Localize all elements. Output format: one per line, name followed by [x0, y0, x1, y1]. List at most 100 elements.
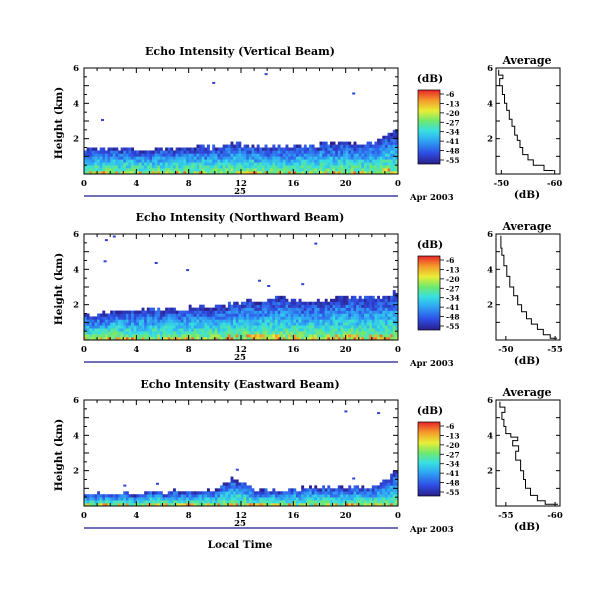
echo-cell: [120, 150, 124, 154]
echo-cell: [306, 301, 310, 305]
echo-cell: [343, 298, 346, 303]
echo-cell: [324, 168, 328, 172]
echo-cell: [322, 147, 326, 151]
echo-cell: [84, 313, 87, 317]
echo-cell: [115, 337, 119, 341]
echo-cell: [146, 491, 150, 495]
echo-cell: [293, 322, 297, 326]
echo-cell: [120, 337, 124, 341]
echo-cell: [227, 485, 231, 489]
echo-cell: [293, 313, 297, 317]
echo-cell: [332, 147, 336, 151]
echo-cell: [335, 331, 339, 335]
colorbar-tick-label: -6: [446, 90, 454, 99]
echo-cell: [395, 138, 399, 142]
echo-cell: [350, 488, 354, 492]
echo-cell: [322, 331, 326, 335]
echo-cell: [191, 168, 195, 172]
echo-cell: [379, 304, 383, 308]
echo-cell: [348, 168, 352, 172]
echo-cell: [301, 159, 305, 163]
echo-cell: [350, 147, 354, 151]
echo-cell: [382, 337, 386, 341]
echo-cell: [222, 144, 226, 148]
echo-cell: [86, 494, 90, 498]
echo-cell: [306, 147, 310, 151]
echo-cell: [159, 500, 163, 504]
echo-cell: [340, 500, 344, 504]
echo-cell: [363, 150, 367, 154]
echo-cell: [264, 503, 268, 507]
echo-cell: [222, 331, 226, 335]
echo-cell: [136, 503, 140, 507]
echo-cell: [382, 307, 386, 311]
echo-cell: [345, 313, 349, 317]
echo-cell: [159, 168, 163, 172]
echo-cell: [343, 322, 346, 326]
echo-cell: [162, 168, 166, 172]
echo-cell: [141, 171, 145, 175]
echo-cell: [170, 322, 174, 326]
echo-cell: [162, 316, 166, 320]
echo-cell: [225, 328, 229, 332]
echo-cell: [290, 165, 294, 169]
echo-cell: [369, 310, 373, 314]
echo-cell: [309, 153, 312, 157]
echo-cell: [384, 503, 388, 507]
echo-cell: [196, 168, 200, 172]
echo-cell: [358, 147, 362, 151]
echo-cell: [102, 165, 106, 169]
echo-cell: [366, 337, 370, 341]
echo-cell: [123, 159, 127, 163]
echo-cell: [246, 144, 250, 148]
echo-cell: [157, 310, 161, 314]
echo-cell: [222, 310, 226, 314]
echo-cell: [361, 147, 365, 151]
colorbar-tick-label: -41: [446, 303, 460, 312]
echo-cell: [256, 304, 260, 308]
echo-cell: [118, 331, 121, 335]
echo-cell: [172, 316, 176, 320]
colorbar-tick-label: -55: [446, 156, 460, 165]
echo-cell: [332, 144, 336, 148]
echo-cell: [222, 307, 226, 311]
echo-cell: [395, 488, 399, 492]
echo-cell: [136, 500, 140, 504]
echo-cell: [214, 147, 218, 151]
echo-cell: [306, 319, 310, 323]
echo-cell: [141, 494, 145, 498]
echo-cell: [170, 503, 174, 507]
echo-cell: [387, 150, 391, 154]
echo-cell: [154, 316, 158, 320]
echo-cell: [170, 337, 174, 341]
echo-cell: [180, 497, 184, 501]
echo-cell: [379, 310, 383, 314]
echo-cell: [301, 485, 305, 489]
echo-cell: [361, 322, 365, 326]
echo-cell: [332, 307, 336, 311]
echo-cell: [277, 500, 281, 504]
echo-cell: [222, 313, 226, 317]
echo-cell: [104, 319, 108, 323]
echo-cell: [199, 491, 203, 495]
echo-cell: [175, 494, 179, 498]
x-tick-label: 0: [395, 511, 401, 521]
colorbar-tick-label: -6: [446, 422, 454, 431]
echo-cell: [264, 156, 268, 160]
echo-cell: [363, 325, 367, 329]
echo-cell: [178, 331, 182, 335]
colorbar-ticks-northward: -6-13-20-27-34-41-48-55: [440, 256, 460, 331]
echo-cell: [136, 497, 140, 501]
echo-cell: [358, 488, 362, 492]
echo-cell: [141, 316, 145, 320]
echo-cell: [251, 153, 255, 157]
echo-cell: [337, 316, 341, 320]
echo-cell: [337, 497, 341, 501]
echo-cell: [275, 322, 278, 326]
colorbar-tick-label: -34: [446, 128, 460, 137]
echo-cell: [104, 325, 108, 329]
echo-cell: [298, 328, 302, 332]
echo-cell: [84, 319, 87, 323]
echo-cell: [86, 328, 90, 332]
echo-cell: [371, 500, 375, 504]
